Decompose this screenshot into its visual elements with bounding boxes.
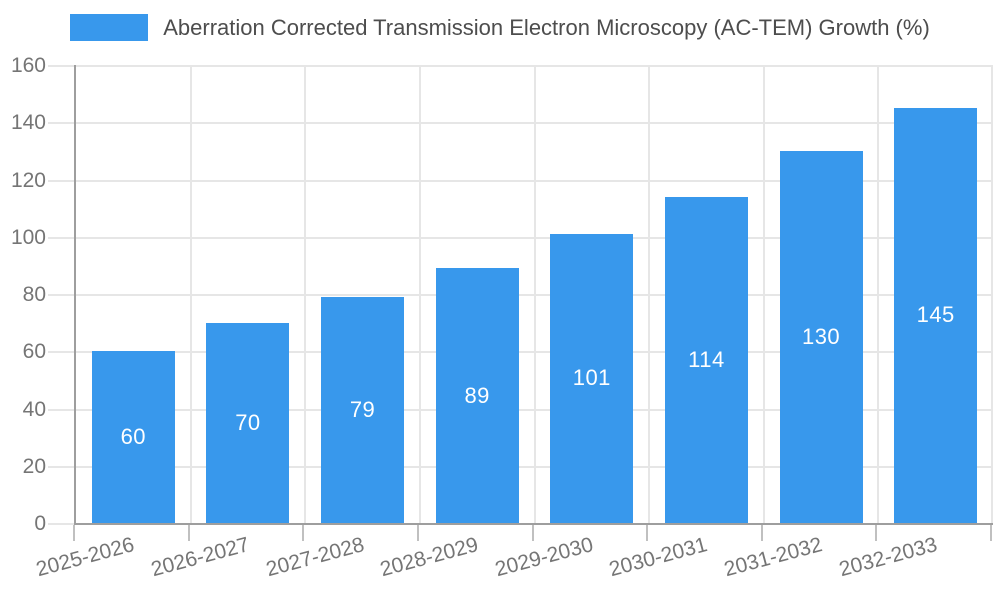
- x-tick: [187, 525, 190, 541]
- y-tick: [48, 523, 74, 525]
- x-axis-tick-label: 2027-2028: [263, 533, 367, 582]
- bar[interactable]: [91, 351, 175, 523]
- y-tick: [48, 236, 74, 239]
- y-axis-tick-label: 100: [10, 225, 46, 249]
- x-tick: [760, 525, 763, 541]
- x-tick: [73, 525, 75, 541]
- x-gridline: [304, 65, 307, 523]
- x-axis-tick-label: 2032-2033: [836, 533, 940, 582]
- y-axis-tick-label: 40: [22, 397, 46, 421]
- y-axis-tick-label: 20: [22, 454, 46, 478]
- bar[interactable]: [206, 322, 290, 523]
- x-tick: [990, 525, 992, 541]
- x-gridline: [533, 65, 536, 523]
- x-gridline: [991, 65, 993, 523]
- bar-value-label: 79: [349, 396, 376, 422]
- bar-value-label: 114: [688, 346, 725, 372]
- y-tick: [48, 122, 74, 125]
- bar[interactable]: [894, 107, 978, 523]
- x-gridline: [189, 65, 192, 523]
- x-axis-tick-label: 2031-2032: [721, 533, 825, 582]
- x-tick: [646, 525, 649, 541]
- y-axis-tick-label: 120: [10, 168, 46, 192]
- y-tick: [48, 465, 74, 468]
- bar[interactable]: [435, 268, 519, 523]
- x-axis-tick-label: 2029-2030: [492, 533, 596, 582]
- x-axis-tick-label: 2025-2026: [34, 533, 138, 582]
- bar-value-label: 101: [572, 365, 611, 391]
- x-tick: [531, 525, 534, 541]
- legend-label: Aberration Corrected Transmission Electr…: [163, 14, 930, 40]
- y-tick: [48, 65, 74, 67]
- bar-value-label: 60: [120, 424, 147, 450]
- y-axis-tick-label: 60: [22, 340, 46, 364]
- y-tick: [48, 351, 74, 354]
- y-tick: [48, 408, 74, 411]
- x-gridline: [762, 65, 765, 523]
- legend-swatch-icon: [70, 14, 149, 41]
- x-gridline: [418, 65, 421, 523]
- y-tick: [48, 179, 74, 182]
- x-axis-tick-label: 2028-2029: [377, 533, 481, 582]
- bar-value-label: 130: [801, 323, 841, 349]
- x-axis-tick-label: 2030-2031: [607, 533, 711, 582]
- x-tick: [416, 525, 419, 541]
- y-axis-tick-label: 160: [10, 54, 46, 77]
- x-gridline: [877, 65, 880, 523]
- x-axis-tick-label: 2026-2027: [148, 533, 252, 582]
- bar-value-label: 89: [464, 382, 490, 408]
- x-tick: [302, 525, 305, 541]
- legend[interactable]: Aberration Corrected Transmission Electr…: [0, 14, 1000, 41]
- bar-value-label: 145: [916, 302, 955, 328]
- bar[interactable]: [664, 196, 748, 523]
- plot-area: 60 70 79 89 101 114 130 145: [74, 65, 993, 525]
- bar[interactable]: [550, 233, 634, 523]
- x-gridline: [648, 65, 651, 523]
- bar-value-label: 70: [235, 409, 261, 435]
- x-tick: [875, 525, 878, 541]
- y-axis-tick-label: 0: [34, 512, 46, 535]
- bar[interactable]: [321, 296, 405, 523]
- y-axis-tick-label: 80: [22, 283, 46, 306]
- y-tick: [48, 294, 74, 296]
- y-axis-tick-label: 140: [10, 111, 46, 135]
- bar[interactable]: [779, 150, 863, 523]
